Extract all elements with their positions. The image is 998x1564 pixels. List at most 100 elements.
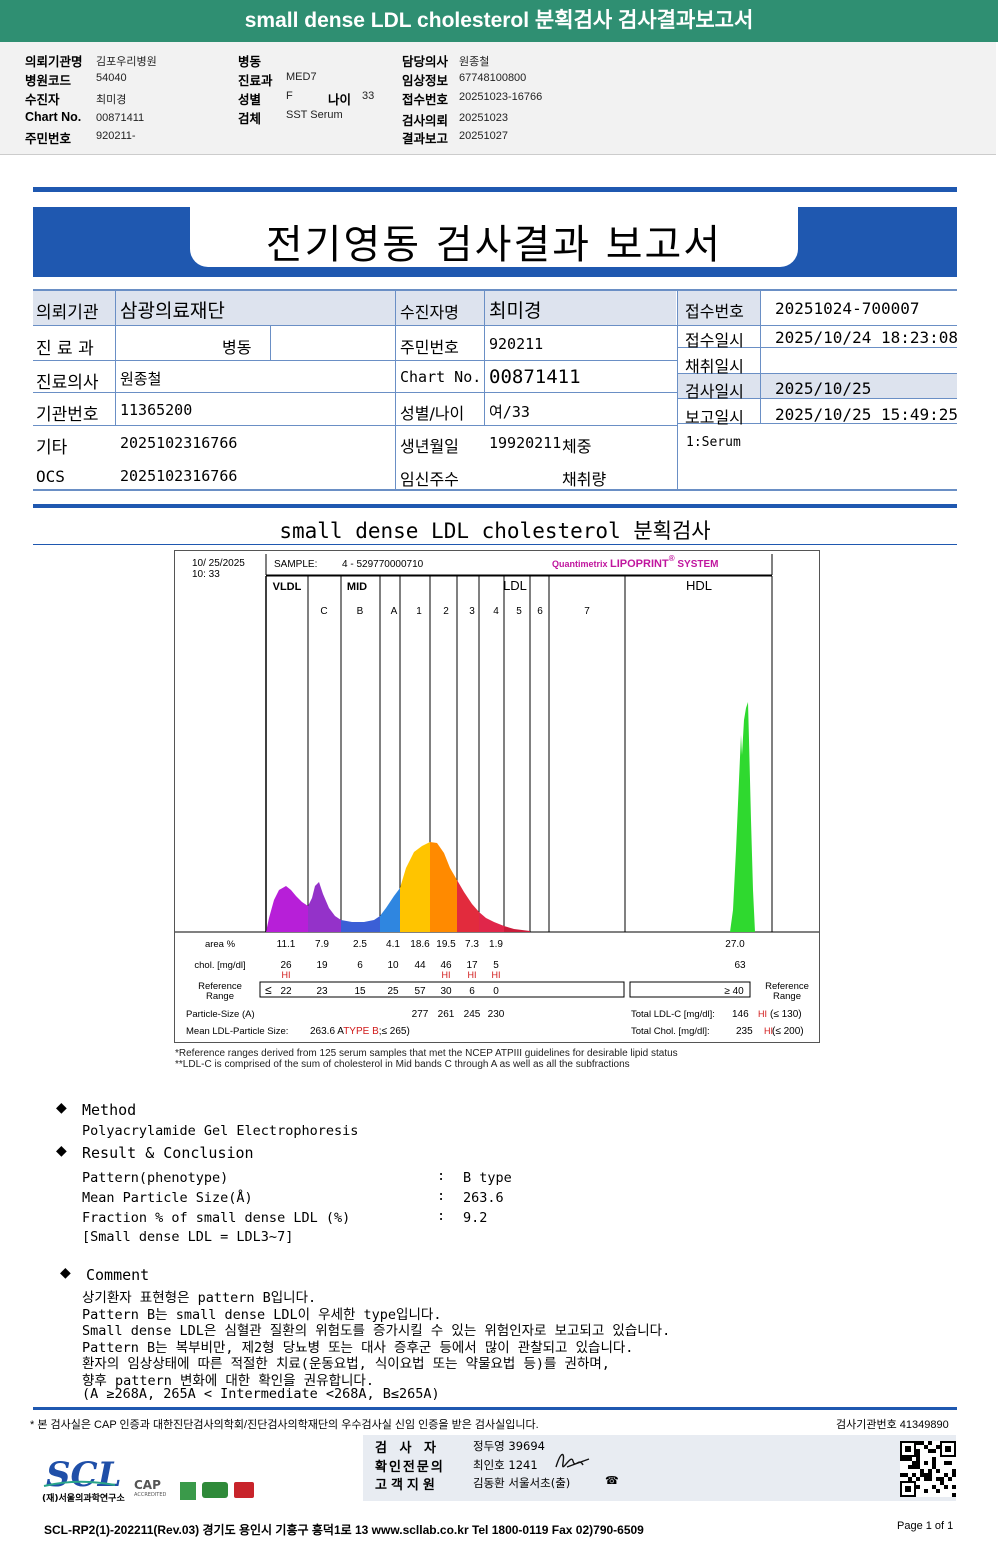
size-value: 277 [412,1009,429,1020]
etc-value: 2025102316766 [120,434,238,452]
comment-title: Comment [86,1266,150,1284]
header-value: 920211- [96,130,136,142]
qr-module [916,1465,920,1469]
ref-value: 15 [354,986,366,997]
qr-module [932,1461,936,1465]
preg-label: 임신주수 [400,470,459,489]
cert-logo-4-icon [234,1482,254,1498]
qr-module [904,1457,908,1461]
ref-hdl-value: ≥ 40 [724,986,744,997]
inst-value: 삼광의료재단 [120,300,225,322]
qr-module [920,1469,924,1473]
header-key: 나이 [328,93,352,107]
hi-flag: HI [764,1026,773,1036]
shade-cell [484,291,676,325]
header-key: 담당의사 [402,55,449,69]
lipo-foot-2: **LDL-C is comprised of the sum of chole… [175,1059,630,1070]
chol-value: 19 [316,960,328,971]
row-line [678,373,957,374]
ref-value: 6 [469,986,475,997]
qr-module [948,1461,952,1465]
qr-module [908,1477,912,1481]
ldl3-peak [457,880,479,932]
section-title: small dense LDL cholesterol 분획검사 [279,519,711,543]
brand-logo: Quantimetrix LIPOPRINT® SYSTEM [552,554,719,570]
band-label: 6 [537,606,543,617]
testdate-value: 2025/10/25 [775,379,872,398]
hi-flag: HI [468,970,477,980]
ref-label: Reference [198,981,242,992]
ref-hdl-box [629,981,751,998]
shade-cell [115,291,395,325]
band-label: 4 [493,606,499,617]
ldl2-peak [430,842,457,932]
header-key: 병동 [238,55,262,69]
cert-logo-2-icon [180,1482,196,1500]
header-key: 주민번호 [25,132,72,146]
header-value: 20251023 [459,112,508,124]
cap-logo: CAP [134,1478,161,1492]
qr-module [928,1473,932,1477]
ldl4-peak [479,912,504,932]
header-key: 검사의뢰 [402,114,449,128]
band-label: C [320,606,327,617]
result-value: 9.2 [463,1210,488,1226]
size-value: 245 [464,1009,481,1020]
qr-module [928,1449,932,1453]
header-key: 진료과 [238,74,273,88]
comment-line: Pattern B는 small dense LDL이 우세한 type입니다. [82,1306,442,1323]
qr-module [936,1445,940,1449]
tester-label: 검 사 자 [375,1441,440,1456]
result-colon: : [437,1168,446,1184]
page-number: Page 1 of 1 [897,1520,954,1532]
col-line [270,325,271,360]
ref-value: 23 [316,986,328,997]
sample-label: SAMPLE: [274,559,317,570]
qr-module [952,1473,956,1477]
qr-module [932,1457,936,1461]
comment-line: Small dense LDL은 심혈관 질환의 위험도를 증가시킬 수 있는 … [82,1323,671,1340]
lipo-foot-1: *Reference ranges derived from 125 serum… [175,1048,678,1059]
weight-label: 체중 [562,437,592,456]
specimen-value: 1:Serum [686,435,741,450]
chart-time: 10: 33 [192,569,220,580]
row-line [678,423,957,424]
repdate-label: 보고일시 [685,408,744,427]
col-line [484,291,485,425]
header-value: 00871411 [96,112,145,124]
staff-box [363,1435,956,1501]
qr-module [952,1493,956,1497]
mid-a-peak [380,888,400,932]
confirm-label: 확인전문의 [375,1460,445,1475]
recno-label: 접수번호 [685,302,744,321]
lab-number: 검사기관번호 41349890 [836,1419,949,1431]
mean-value: 263.6 ATYPE B;≤ 265) [310,1026,410,1037]
qr-module [944,1461,948,1465]
result-title: Result & Conclusion [82,1144,254,1162]
hi-flag: HI [442,970,451,980]
qr-module [940,1481,944,1485]
qr-module [904,1473,908,1477]
sexage-label: 성별/나이 [400,404,465,423]
header-value: 33 [362,90,375,102]
header-key: 결과보고 [402,132,449,146]
method-bullet-icon: ◆ [56,1100,67,1116]
area-value: 7.3 [465,939,479,950]
ref-value: 0 [493,986,499,997]
table-bottom-line [33,489,957,491]
support-label: 고객지원 [375,1478,439,1493]
qr-module [932,1485,936,1489]
title-notch [190,207,798,267]
recno-value: 20251024-700007 [775,299,920,318]
result-colon: : [437,1208,446,1224]
header-value: 최미경 [96,94,127,106]
chol-value: 5 [493,960,499,971]
ssn-label: 주민번호 [400,338,459,357]
ocs-label: OCS [36,467,65,486]
lipoprint-chart: 10/ 25/202510: 33 SAMPLE: 4 - 529770000710… [174,550,820,1043]
qr-module [900,1473,904,1477]
scl-logo-sub: (재)서울의과학연구소 [42,1494,125,1504]
area-value: 7.9 [315,939,329,950]
size-label: Particle-Size (A) [186,1009,255,1020]
top-rule [33,187,957,192]
